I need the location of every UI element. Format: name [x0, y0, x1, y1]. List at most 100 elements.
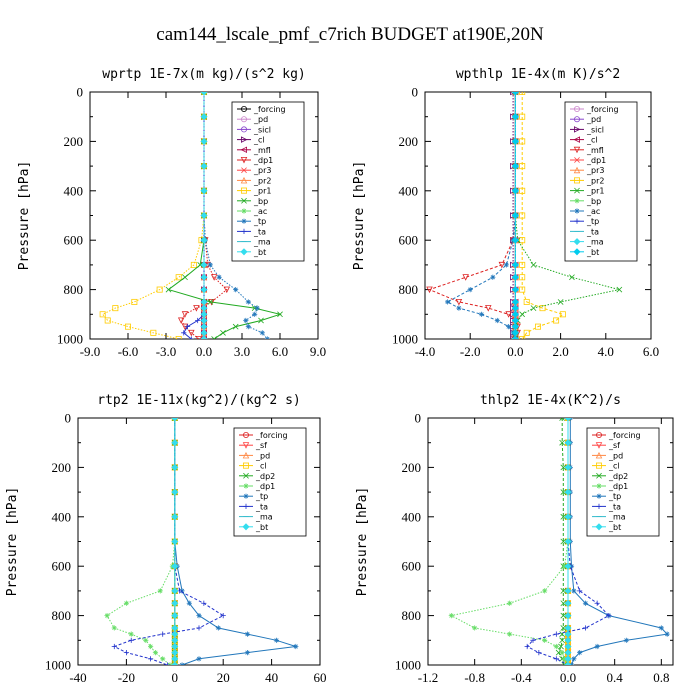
- data-point: [123, 650, 129, 656]
- x-tick-label: 40: [265, 670, 278, 685]
- data-point: [259, 330, 265, 336]
- legend-label: _dp2: [608, 472, 628, 481]
- y-axis-label: Pressure [hPa]: [5, 487, 20, 597]
- data-point: [559, 311, 566, 318]
- legend-marker: [243, 472, 249, 479]
- data-point: [112, 305, 119, 312]
- legend-label: _mfl: [586, 146, 604, 155]
- data-point: [623, 637, 629, 643]
- x-tick-label: 4.0: [598, 344, 614, 359]
- series-layer: [104, 418, 299, 665]
- x-tick-label: 0.8: [653, 670, 669, 685]
- data-point: [571, 656, 577, 662]
- data-point: [125, 323, 132, 330]
- legend-label: _ac: [586, 207, 600, 216]
- data-point: [571, 588, 577, 594]
- x-tick-label: 3.0: [234, 344, 250, 359]
- legend-marker: [242, 451, 250, 459]
- legend-marker: [240, 187, 247, 194]
- legend-label: _mfl: [253, 146, 271, 155]
- data-point: [519, 311, 526, 318]
- legend-label: _bp: [253, 197, 268, 206]
- legend-marker: [574, 177, 581, 184]
- data-point: [467, 287, 473, 293]
- x-tick-label: 0.0: [196, 344, 212, 359]
- legend-label: _forcing: [608, 431, 641, 440]
- data-point: [171, 488, 179, 496]
- legend: _forcing_sf_pd _cl_dp2_dp1_tp_ta _ma_bt: [586, 427, 660, 537]
- data-point: [507, 600, 513, 606]
- legend: _forcing_pd_sicl_cl_mfl_dp1_pr3_pr2_pr1_…: [564, 101, 638, 262]
- legend-label: _dp1: [253, 156, 273, 165]
- data-point: [210, 274, 218, 281]
- data-point: [171, 587, 179, 595]
- y-tick-label: 600: [52, 559, 72, 574]
- legend-label: _dp1: [255, 482, 275, 491]
- data-point: [560, 538, 567, 545]
- data-point: [530, 262, 537, 268]
- y-tick-label: 400: [52, 509, 72, 524]
- legend: _forcing_pd_sicl_cl_mfl_dp1_pr3_pr2_pr1_…: [231, 101, 305, 262]
- data-point: [171, 537, 179, 546]
- legend-marker: [573, 146, 581, 154]
- data-point: [511, 273, 519, 281]
- data-point: [658, 625, 664, 631]
- legend-box: [231, 101, 305, 262]
- data-point: [472, 625, 478, 631]
- legend-marker: [596, 483, 602, 489]
- legend-label: _cl: [608, 462, 620, 471]
- legend-label: _forcing: [255, 431, 288, 440]
- legend-marker: [241, 197, 247, 204]
- data-point: [560, 588, 567, 594]
- legend-label: _cl: [253, 136, 265, 145]
- data-point: [564, 661, 572, 665]
- y-tick-label: 1000: [392, 332, 418, 347]
- series-line-pr1: [101, 92, 205, 339]
- y-tick-label: 800: [402, 608, 422, 623]
- y-tick-label: 200: [64, 134, 84, 149]
- data-point: [200, 335, 208, 339]
- data-point: [564, 562, 572, 570]
- legend-label: _cl: [255, 462, 267, 471]
- data-point: [223, 286, 231, 294]
- legend-label: _pd: [608, 451, 623, 460]
- legend-label: _pr2: [586, 176, 604, 185]
- data-point: [244, 650, 250, 656]
- data-point: [616, 286, 623, 293]
- y-tick-label: 1000: [45, 658, 71, 673]
- legend-marker: [574, 187, 580, 194]
- data-point: [577, 650, 583, 656]
- data-point: [542, 588, 548, 594]
- data-point: [215, 625, 221, 631]
- data-point: [252, 311, 258, 317]
- data-point: [293, 643, 299, 650]
- data-point: [148, 643, 154, 650]
- data-point: [197, 262, 204, 268]
- data-point: [181, 311, 189, 318]
- legend-label: _bt: [608, 523, 621, 532]
- x-tick-label: -40: [69, 670, 86, 685]
- data-point: [564, 599, 572, 607]
- data-point: [160, 631, 166, 637]
- data-point: [220, 329, 226, 336]
- data-point: [455, 298, 463, 306]
- data-point: [560, 489, 567, 495]
- chart-panel-4: thlp2 1E-4x(K^2)/s Pressure [hPa] 0 200 400 6…: [355, 393, 674, 685]
- data-point: [111, 625, 117, 631]
- x-tick-label: -4.0: [415, 344, 436, 359]
- data-point: [445, 299, 451, 305]
- data-point: [200, 286, 208, 294]
- data-point: [519, 274, 526, 281]
- legend-marker: [241, 136, 248, 143]
- data-point: [559, 637, 566, 644]
- data-point: [560, 600, 567, 607]
- y-tick-label: 400: [402, 509, 422, 524]
- legend-marker: [596, 503, 602, 509]
- y-tick-label: 200: [52, 460, 72, 475]
- data-point: [426, 286, 433, 294]
- legend-box: [233, 427, 307, 537]
- data-point: [524, 643, 530, 650]
- data-point: [507, 631, 513, 637]
- legend-marker: [242, 462, 249, 469]
